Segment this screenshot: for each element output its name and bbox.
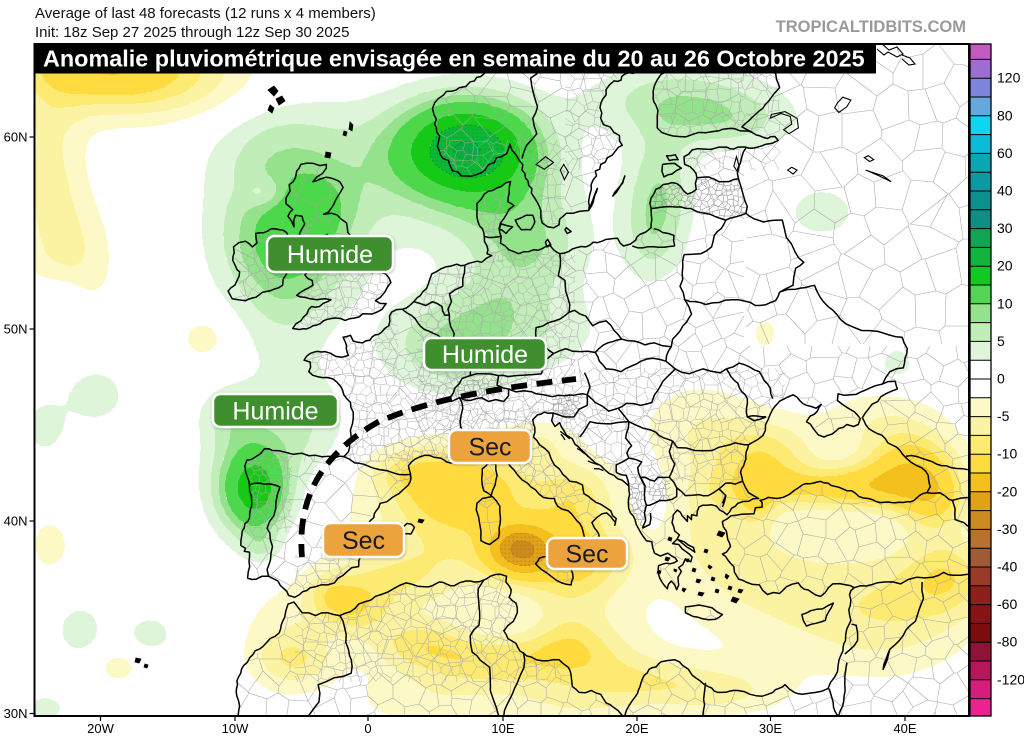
svg-text:-120: -120 (997, 671, 1024, 687)
svg-text:40E: 40E (893, 721, 916, 736)
svg-text:-5: -5 (997, 408, 1010, 424)
svg-text:Average of last 48 forecasts (: Average of last 48 forecasts (12 runs x … (35, 5, 376, 22)
svg-text:120: 120 (997, 70, 1021, 86)
svg-text:40N: 40N (4, 514, 28, 529)
svg-text:80: 80 (997, 107, 1013, 123)
svg-text:Humide: Humide (287, 241, 373, 269)
svg-text:-40: -40 (997, 559, 1017, 575)
svg-text:Humide: Humide (442, 341, 528, 369)
svg-text:-20: -20 (997, 483, 1017, 499)
svg-text:10E: 10E (491, 721, 514, 736)
svg-text:Anomalie pluviométrique envisa: Anomalie pluviométrique envisagée en sem… (43, 46, 865, 72)
svg-text:0: 0 (364, 721, 371, 736)
svg-text:50N: 50N (4, 322, 28, 337)
svg-text:0: 0 (997, 371, 1005, 387)
svg-text:40: 40 (997, 183, 1013, 199)
svg-text:20E: 20E (625, 721, 648, 736)
svg-text:10: 10 (997, 295, 1013, 311)
svg-text:Humide: Humide (232, 398, 318, 426)
svg-text:-80: -80 (997, 634, 1017, 650)
svg-text:60N: 60N (4, 130, 28, 145)
svg-text:Init: 18z Sep 27 2025 through: Init: 18z Sep 27 2025 through 12z Sep 30… (35, 24, 349, 41)
svg-text:60: 60 (997, 145, 1013, 161)
svg-text:20W: 20W (87, 721, 114, 736)
svg-text:30: 30 (997, 220, 1013, 236)
svg-text:-60: -60 (997, 596, 1017, 612)
svg-text:-30: -30 (997, 521, 1017, 537)
svg-text:Sec: Sec (342, 527, 385, 555)
svg-text:30N: 30N (4, 706, 28, 721)
svg-text:10W: 10W (222, 721, 249, 736)
svg-text:Sec: Sec (565, 541, 608, 569)
svg-text:30E: 30E (759, 721, 782, 736)
svg-text:5: 5 (997, 333, 1005, 349)
svg-text:-10: -10 (997, 446, 1017, 462)
svg-text:20: 20 (997, 258, 1013, 274)
svg-text:Sec: Sec (468, 434, 511, 462)
svg-text:TROPICALTIDBITS.COM: TROPICALTIDBITS.COM (776, 18, 966, 36)
